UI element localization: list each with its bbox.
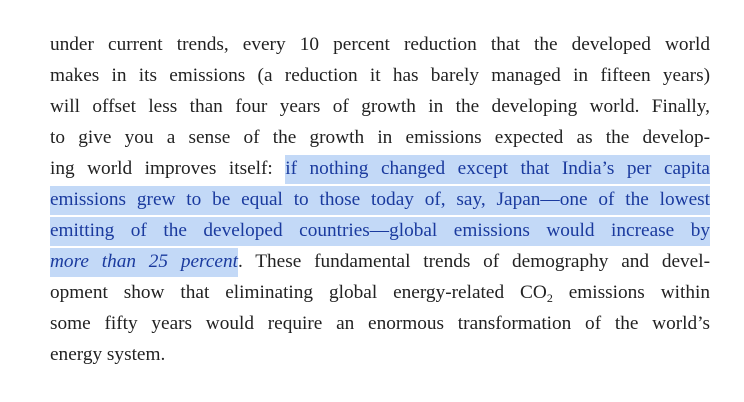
text-line-1: under current trends, every 10 percent r… [50,34,710,55]
text-line-10: some fifty years would require an enormo… [50,313,710,334]
text-line-2: makes in its emissions (a reduction it h… [50,65,710,86]
highlighted-text[interactable]: emissions grew to be equal to those toda… [50,186,710,215]
text-line-8: more than 25 percent. These fundamental … [50,246,710,277]
text-line-5: ing world improves itself: if nothing ch… [50,153,710,184]
highlighted-italic-text[interactable]: more than 25 percent [50,248,238,277]
text-line-7: emitting of the developed countries—glob… [50,215,710,246]
paragraph: under current trends, every 10 percent r… [50,29,710,370]
highlighted-text[interactable]: emitting of the developed countries—glob… [50,217,710,246]
highlighted-text[interactable]: if nothing changed except that India’s p… [285,155,710,184]
line-5-text: ing world improves itself: [50,158,286,179]
text-line-6: emissions grew to be equal to those toda… [50,184,710,215]
line-9-text-before: opment show that eliminating global ener… [50,282,547,303]
subscript-2: 2 [546,291,553,305]
line-8-text: . These fundamental trends of demography… [237,251,710,272]
line-9-text-after: emissions within [552,282,711,303]
text-line-11: energy system. [50,344,166,365]
text-line-3: will offset less than four years of grow… [50,96,710,117]
text-line-9: opment show that eliminating global ener… [50,277,710,308]
text-line-4: to give you a sense of the growth in emi… [50,127,710,148]
